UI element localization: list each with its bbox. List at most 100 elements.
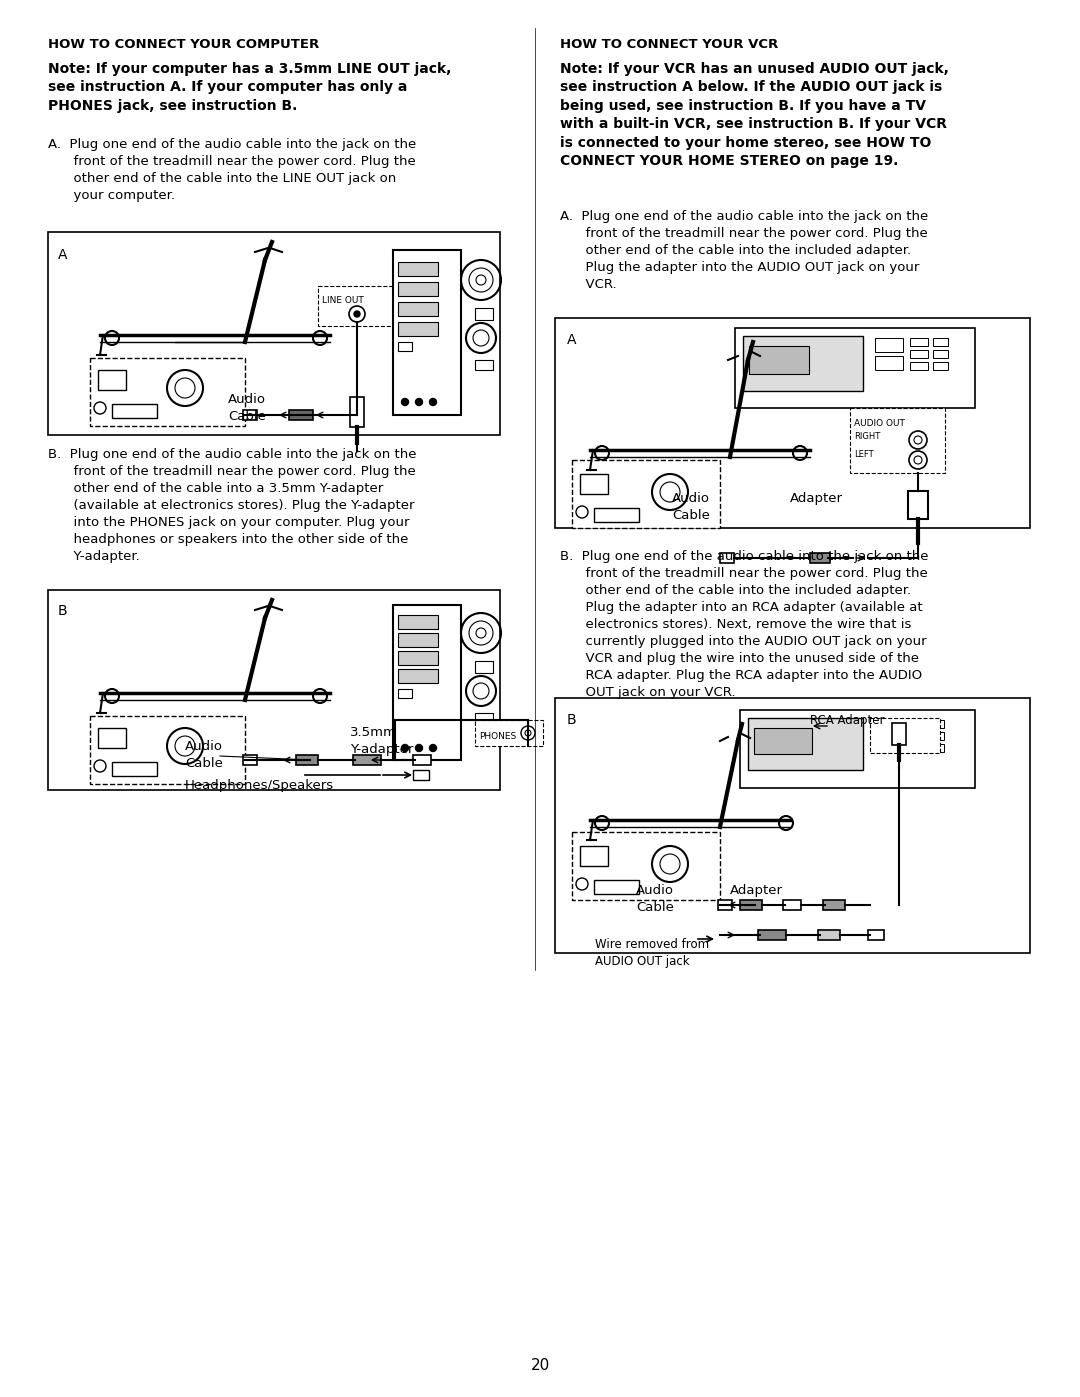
Text: Headphones/Speakers: Headphones/Speakers	[185, 780, 334, 792]
Text: Wire removed from
AUDIO OUT jack: Wire removed from AUDIO OUT jack	[595, 937, 710, 968]
Text: Note: If your computer has a 3.5mm LINE OUT jack,
see instruction A. If your com: Note: If your computer has a 3.5mm LINE …	[48, 61, 451, 113]
Bar	[399, 689, 411, 698]
Text: A.  Plug one end of the audio cable into the jack on the
      front of the trea: A. Plug one end of the audio cable into …	[561, 210, 928, 291]
Bar	[572, 460, 720, 528]
Bar	[399, 282, 438, 296]
Bar	[48, 232, 500, 434]
Circle shape	[430, 398, 436, 405]
Bar	[353, 754, 381, 766]
Text: Adapter: Adapter	[730, 884, 783, 897]
Bar	[413, 770, 429, 780]
Bar	[758, 930, 786, 940]
Bar	[296, 754, 318, 766]
Bar	[399, 263, 438, 277]
Bar	[555, 698, 1030, 953]
Bar	[90, 358, 245, 426]
Text: RIGHT: RIGHT	[854, 432, 880, 441]
Bar	[908, 719, 924, 728]
Bar	[399, 633, 438, 647]
Bar	[908, 732, 924, 740]
Bar	[555, 319, 1030, 528]
Bar	[399, 651, 438, 665]
Text: B.  Plug one end of the audio cable into the jack on the
      front of the trea: B. Plug one end of the audio cable into …	[561, 550, 929, 698]
Bar	[930, 745, 944, 752]
Bar	[350, 397, 364, 427]
Bar	[399, 615, 438, 629]
Text: 20: 20	[530, 1358, 550, 1373]
Bar	[393, 250, 461, 415]
Text: HOW TO CONNECT YOUR COMPUTER: HOW TO CONNECT YOUR COMPUTER	[48, 38, 320, 52]
Bar	[754, 728, 812, 754]
Bar	[720, 553, 734, 563]
Bar	[876, 719, 902, 733]
Bar	[393, 605, 461, 760]
Bar	[48, 590, 500, 789]
Bar	[930, 719, 944, 728]
Text: A: A	[567, 332, 577, 346]
Bar	[870, 718, 940, 753]
Bar	[475, 360, 492, 370]
Circle shape	[354, 312, 360, 317]
Bar	[243, 409, 257, 420]
Text: B: B	[58, 604, 68, 617]
Bar	[112, 404, 157, 418]
Text: B.  Plug one end of the audio cable into the jack on the
      front of the trea: B. Plug one end of the audio cable into …	[48, 448, 417, 563]
Bar	[243, 754, 257, 766]
Bar	[112, 761, 157, 775]
Bar	[475, 712, 492, 724]
Bar	[876, 738, 902, 750]
Bar	[908, 490, 928, 520]
Text: A: A	[58, 249, 67, 263]
Text: Adapter: Adapter	[789, 492, 843, 504]
Circle shape	[402, 398, 408, 405]
Bar	[594, 509, 639, 522]
Bar	[475, 661, 492, 673]
Bar	[875, 338, 903, 352]
Bar	[90, 717, 245, 784]
Bar	[572, 833, 720, 900]
Circle shape	[430, 745, 436, 752]
Bar	[810, 553, 831, 563]
Text: PHONES: PHONES	[480, 732, 516, 740]
Bar	[748, 718, 863, 770]
Bar	[740, 710, 975, 788]
Bar	[823, 900, 845, 909]
Bar	[750, 346, 809, 374]
Bar	[475, 307, 492, 320]
Bar	[933, 351, 948, 358]
Bar	[910, 351, 928, 358]
Bar	[399, 669, 438, 683]
Bar	[594, 880, 639, 894]
Bar	[98, 370, 126, 390]
Bar	[735, 328, 975, 408]
Bar	[892, 724, 906, 745]
Bar	[399, 342, 411, 351]
Text: Audio
Cable: Audio Cable	[636, 884, 674, 914]
Bar	[850, 408, 945, 474]
Circle shape	[416, 745, 422, 752]
Text: LINE OUT: LINE OUT	[322, 296, 364, 305]
Bar	[910, 362, 928, 370]
Bar	[908, 745, 924, 752]
Bar	[580, 847, 608, 866]
Bar	[289, 409, 313, 420]
Bar	[718, 900, 732, 909]
Bar	[740, 900, 762, 909]
Circle shape	[416, 398, 422, 405]
Text: Audio
Cable: Audio Cable	[185, 740, 222, 770]
Bar	[910, 338, 928, 346]
Text: HOW TO CONNECT YOUR VCR: HOW TO CONNECT YOUR VCR	[561, 38, 779, 52]
Text: Note: If your VCR has an unused AUDIO OUT jack,
see instruction A below. If the : Note: If your VCR has an unused AUDIO OU…	[561, 61, 949, 168]
Bar	[933, 338, 948, 346]
Bar	[933, 362, 948, 370]
Text: A.  Plug one end of the audio cable into the jack on the
      front of the trea: A. Plug one end of the audio cable into …	[48, 138, 416, 203]
Bar	[475, 719, 543, 746]
Text: B: B	[567, 712, 577, 726]
Bar	[318, 286, 396, 326]
Bar	[98, 728, 126, 747]
Bar	[930, 732, 944, 740]
Text: Audio
Cable: Audio Cable	[672, 492, 710, 522]
Bar	[783, 900, 801, 909]
Bar	[818, 930, 840, 940]
Text: AUDIO OUT: AUDIO OUT	[854, 419, 905, 427]
